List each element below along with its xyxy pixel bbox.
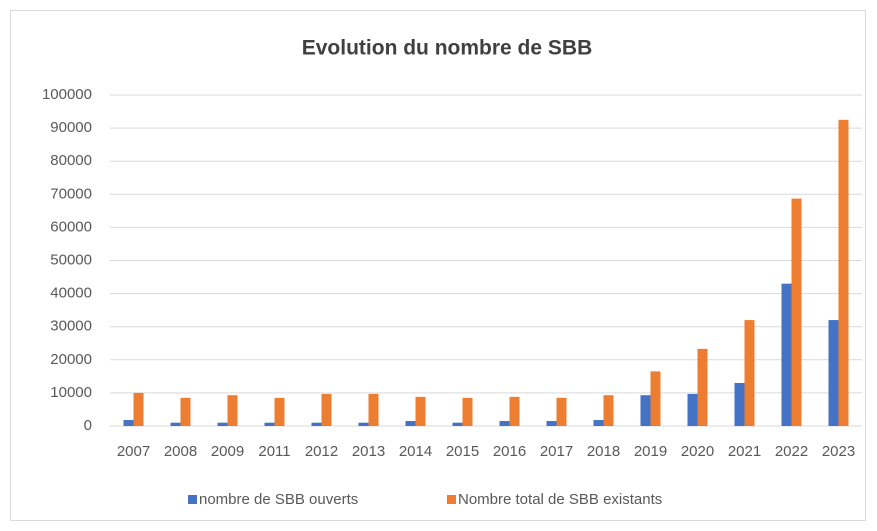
- bar: [650, 371, 661, 426]
- bar: [180, 397, 191, 426]
- chart-title: Evolution du nombre de SBB: [302, 37, 593, 60]
- bar: [452, 422, 463, 426]
- x-tick-label: 2015: [446, 443, 479, 460]
- y-tick-label: 0: [84, 417, 92, 434]
- bar: [603, 395, 614, 426]
- bar: [791, 198, 802, 426]
- bar: [744, 320, 755, 426]
- x-tick-label: 2016: [493, 443, 526, 460]
- bar: [311, 422, 322, 426]
- bar: [415, 396, 426, 426]
- bar: [405, 421, 416, 426]
- x-tick-label: 2022: [775, 443, 808, 460]
- x-tick-label: 2011: [258, 443, 290, 460]
- bar: [828, 320, 839, 426]
- x-tick-label: 2018: [587, 443, 620, 460]
- bar: [358, 422, 369, 426]
- bar: [368, 393, 379, 426]
- x-tick-label: 2013: [352, 443, 385, 460]
- x-tick-label: 2012: [305, 443, 338, 460]
- y-tick-label: 30000: [50, 318, 92, 335]
- x-tick-label: 2009: [211, 443, 244, 460]
- bar: [509, 396, 520, 426]
- legend-swatch: [447, 495, 456, 504]
- bar: [499, 421, 510, 426]
- y-tick-label: 80000: [50, 152, 92, 169]
- x-tick-label: 2019: [634, 443, 667, 460]
- bar: [734, 382, 745, 426]
- x-tick-label: 2008: [164, 443, 197, 460]
- y-tick-label: 60000: [50, 218, 92, 235]
- bar: [321, 393, 332, 426]
- x-tick-label: 2023: [822, 443, 855, 460]
- y-tick-label: 100000: [42, 86, 92, 103]
- y-tick-label: 10000: [50, 384, 92, 401]
- bar: [170, 422, 181, 426]
- y-tick-label: 90000: [50, 119, 92, 136]
- x-tick-label: 2021: [728, 443, 761, 460]
- x-tick-label: 2014: [399, 443, 432, 460]
- bar: [556, 397, 567, 426]
- bar: [546, 421, 557, 426]
- x-tick-label: 2007: [117, 443, 150, 460]
- bar: [838, 119, 849, 426]
- bar: [123, 420, 134, 426]
- bar: [264, 422, 275, 426]
- bar: [217, 422, 228, 426]
- legend-swatch: [188, 495, 197, 504]
- bar: [781, 283, 792, 426]
- x-tick-label: 2017: [540, 443, 573, 460]
- bar: [462, 397, 473, 426]
- legend-label: nombre de SBB ouverts: [199, 491, 358, 508]
- bar: [640, 395, 651, 426]
- legend-label: Nombre total de SBB existants: [458, 491, 662, 508]
- y-tick-label: 70000: [50, 185, 92, 202]
- bar: [133, 392, 144, 426]
- bar: [687, 393, 698, 426]
- bar: [697, 348, 708, 426]
- bar: [274, 397, 285, 426]
- y-tick-label: 40000: [50, 285, 92, 302]
- bar: [593, 420, 604, 426]
- x-tick-label: 2020: [681, 443, 714, 460]
- y-tick-label: 20000: [50, 351, 92, 368]
- bar: [227, 395, 238, 426]
- y-tick-label: 50000: [50, 251, 92, 268]
